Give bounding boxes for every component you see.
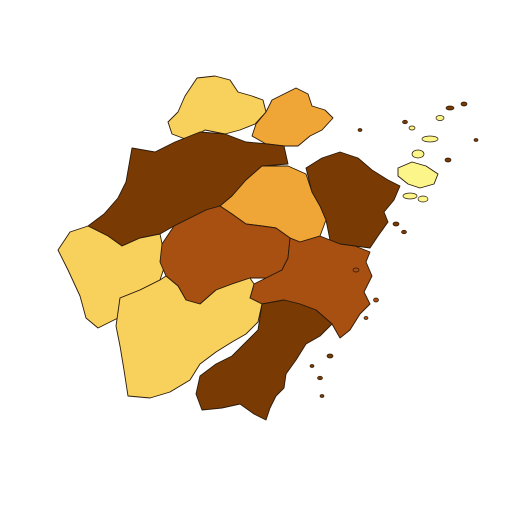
islet — [444, 157, 452, 163]
islet — [402, 119, 408, 125]
islet — [417, 195, 429, 203]
islet — [445, 105, 455, 111]
islet — [392, 221, 400, 227]
islet — [411, 149, 425, 159]
islet — [357, 128, 363, 132]
islet — [319, 394, 325, 398]
region-southwest-light[interactable] — [115, 275, 263, 399]
islet — [401, 229, 407, 235]
islet — [473, 138, 479, 142]
islet — [460, 101, 468, 107]
map-regions — [57, 75, 439, 421]
islet — [435, 115, 445, 121]
islet — [408, 125, 416, 131]
region-south-dark[interactable] — [195, 299, 333, 421]
islet — [402, 192, 418, 200]
islet — [363, 316, 369, 320]
map-islets — [309, 101, 479, 398]
region-north-light[interactable] — [167, 75, 267, 141]
islet — [309, 364, 315, 368]
region-east-coastal-dark[interactable] — [305, 151, 401, 249]
islet — [421, 135, 439, 143]
islet — [373, 297, 379, 303]
islet — [317, 375, 323, 381]
islet — [326, 353, 334, 359]
islet — [352, 267, 360, 273]
region-eastern-archipelago[interactable] — [397, 161, 439, 189]
region-northeast-medium[interactable] — [251, 87, 334, 147]
